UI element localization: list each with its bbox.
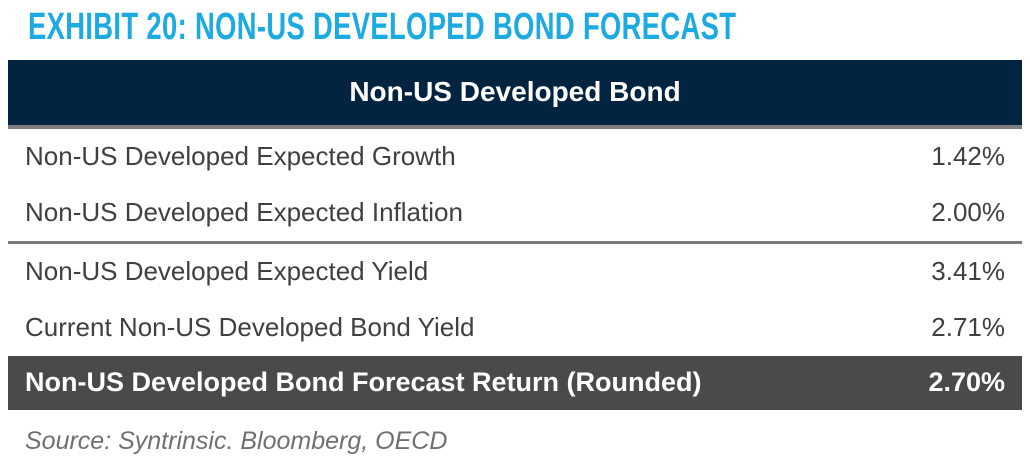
group-divider [8,240,1022,244]
row-label: Non-US Developed Expected Yield [25,256,429,287]
row-value: 2.00% [931,197,1005,228]
forecast-table: Non-US Developed Bond Non-US Developed E… [8,59,1022,410]
yield-group: Non-US Developed Expected Yield 3.41% Cu… [8,243,1022,356]
row-value: 1.42% [931,141,1005,172]
exhibit-title: EXHIBIT 20: NON-US DEVELOPED BOND FORECA… [28,6,737,48]
row-label: Non-US Developed Expected Growth [25,141,456,172]
total-row-label: Non-US Developed Bond Forecast Return (R… [25,367,702,398]
table-row: Current Non-US Developed Bond Yield 2.71… [8,299,1022,356]
growth-inflation-group: Non-US Developed Expected Growth 1.42% N… [8,128,1022,241]
forecast-return-total-row: Non-US Developed Bond Forecast Return (R… [8,355,1022,410]
row-label: Current Non-US Developed Bond Yield [25,312,475,343]
table-row: Non-US Developed Expected Inflation 2.00… [8,184,1022,241]
row-label: Non-US Developed Expected Inflation [25,197,463,228]
row-value: 3.41% [931,256,1005,287]
source-note: Source: Syntrinsic. Bloomberg, OECD [25,426,448,455]
table-row: Non-US Developed Expected Growth 1.42% [8,128,1022,185]
table-row: Non-US Developed Expected Yield 3.41% [8,243,1022,300]
total-row-value: 2.70% [928,367,1005,398]
table-header-row: Non-US Developed Bond [8,59,1022,129]
row-value: 2.71% [931,312,1005,343]
table-header-label: Non-US Developed Bond [349,76,681,108]
